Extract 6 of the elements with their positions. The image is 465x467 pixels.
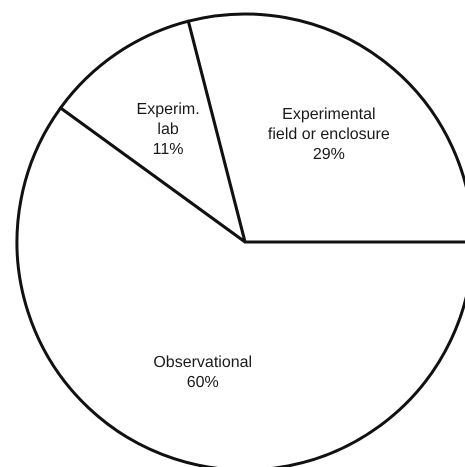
slice-label: Observational	[153, 354, 252, 371]
data-label: 60%	[186, 374, 219, 391]
slice-label: Experimental field or enclosure	[268, 105, 390, 142]
data-label: 11%	[152, 140, 184, 158]
data-label: 29%	[312, 145, 345, 162]
slice-label: Experim. lab	[136, 100, 200, 138]
